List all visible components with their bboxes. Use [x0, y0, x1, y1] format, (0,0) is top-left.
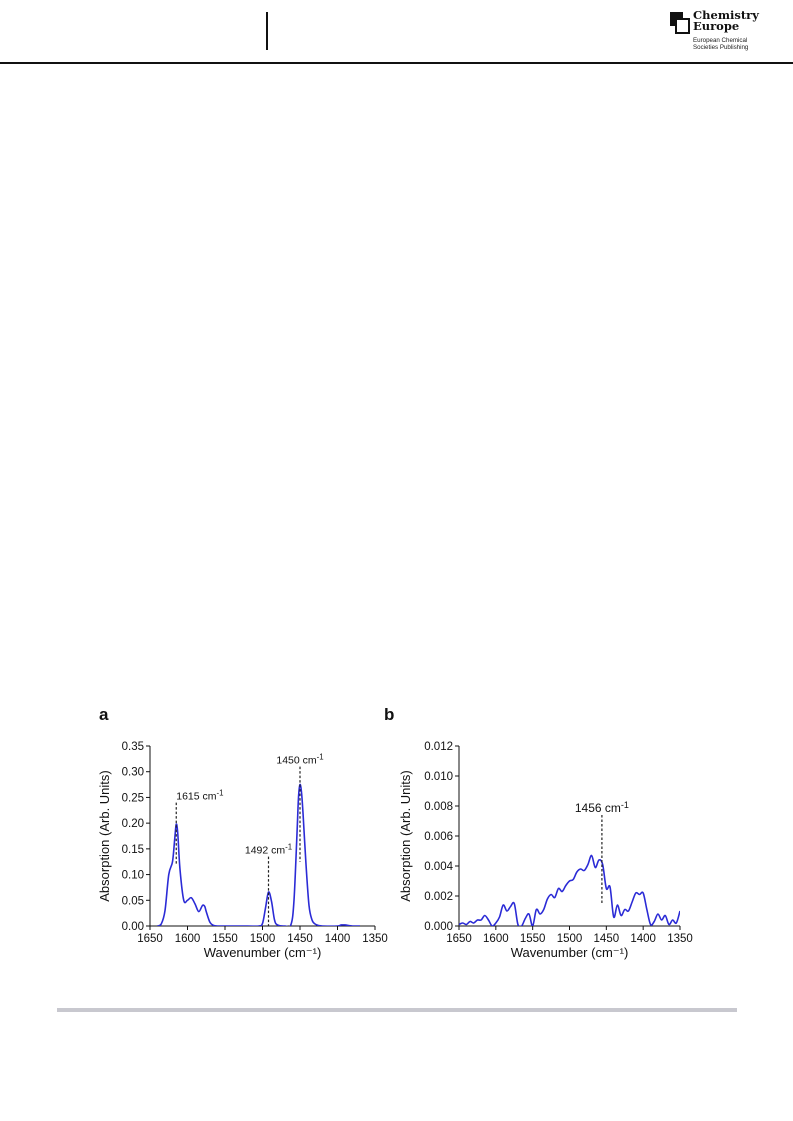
y-tick-label: 0.004 — [424, 861, 453, 873]
annotation-label: 1615 cm-1 — [176, 789, 223, 803]
annotation-label-sup: -1 — [217, 789, 224, 798]
panel-letter-b: b — [384, 705, 395, 724]
y-tick-label: 0.30 — [122, 767, 144, 779]
series-line — [157, 783, 360, 926]
annotation-label-sup: -1 — [285, 843, 292, 852]
annotation-label-text: 1450 cm — [276, 755, 317, 767]
annotation-label-sup: -1 — [317, 753, 324, 762]
y-tick-label: 0.010 — [424, 771, 453, 783]
y-tick-label: 0.002 — [424, 891, 453, 903]
x-tick-label: 1550 — [212, 933, 238, 945]
y-axis-label: Absorption (Arb. Units) — [97, 770, 112, 902]
logo-subtitle-line1: European Chemical — [693, 37, 748, 44]
figure-panel-b: b 0.000 0.002 0.004 0.006 0.008 0.010 0.012 165… — [380, 705, 693, 975]
x-tick-label: 1550 — [520, 933, 546, 945]
header-rule — [0, 62, 793, 64]
x-tick-label: 1350 — [667, 933, 693, 945]
y-axis-label: Absorption (Arb. Units) — [398, 770, 413, 902]
x-tick-label: 1450 — [287, 933, 313, 945]
x-tick-label: 1350 — [362, 933, 388, 945]
y-tick-label: 0.008 — [424, 801, 453, 813]
y-tick-label: 0.012 — [424, 741, 453, 753]
x-tick-label: 1500 — [557, 933, 583, 945]
chart-a: 0.00 0.05 0.10 0.15 0.20 0.25 0.30 0.35 1650 1600… — [97, 741, 388, 960]
chart-b: 0.000 0.002 0.004 0.006 0.008 0.010 0.012 1650 1… — [398, 741, 693, 960]
y-tick-label: 0.00 — [122, 921, 144, 933]
annotation-label-text: 1492 cm — [245, 845, 286, 857]
y-tick-label: 0.25 — [122, 792, 144, 804]
annotation-label: 1456 cm-1 — [575, 800, 629, 815]
x-tick-label: 1400 — [325, 933, 351, 945]
y-tick-label: 0.10 — [122, 870, 144, 882]
x-tick-label: 1600 — [483, 933, 509, 945]
logo-title-line2: Europe — [693, 19, 740, 33]
x-tick-label: 1450 — [594, 933, 620, 945]
chemistry-europe-logo-icon — [670, 12, 690, 34]
y-tick-label: 0.15 — [122, 844, 144, 856]
annotation-label-sup: -1 — [621, 800, 629, 810]
annotation-label-text: 1615 cm — [176, 791, 217, 803]
y-tick-label: 0.006 — [424, 831, 453, 843]
annotation-label-text: 1456 cm — [575, 801, 621, 815]
figure-panel-a: a 0.00 0.05 0.10 0.15 0.20 0.25 0.30 0.35 1650 16… — [95, 705, 395, 975]
series-line — [459, 854, 680, 926]
logo-title-line1: Chemistry — [693, 8, 759, 22]
header-divider — [266, 12, 268, 50]
x-tick-label: 1500 — [250, 933, 276, 945]
footer-rule — [57, 1008, 737, 1012]
y-tick-label: 0.20 — [122, 818, 144, 830]
logo-subtitle-line2: Societies Publishing — [693, 44, 749, 52]
x-tick-label: 1600 — [175, 933, 201, 945]
panel-letter-a: a — [99, 705, 109, 724]
logo-subtitle: European Chemical Societies Publishing — [693, 37, 748, 52]
annotation-label: 1492 cm-1 — [245, 843, 292, 857]
y-tick-label: 0.35 — [122, 741, 144, 753]
x-axis-label: Wavenumber (cm⁻¹) — [204, 945, 322, 960]
annotation-label: 1450 cm-1 — [276, 753, 323, 767]
y-tick-label: 0.05 — [122, 895, 144, 907]
x-tick-label: 1650 — [137, 933, 163, 945]
y-tick-label: 0.000 — [424, 921, 453, 933]
logo-title: Chemistry Europe — [693, 8, 759, 33]
x-tick-label: 1400 — [630, 933, 656, 945]
x-tick-label: 1650 — [446, 933, 472, 945]
x-axis-label: Wavenumber (cm⁻¹) — [511, 945, 629, 960]
chemistry-europe-logo: Chemistry Europe European Chemical Socie… — [670, 8, 780, 54]
